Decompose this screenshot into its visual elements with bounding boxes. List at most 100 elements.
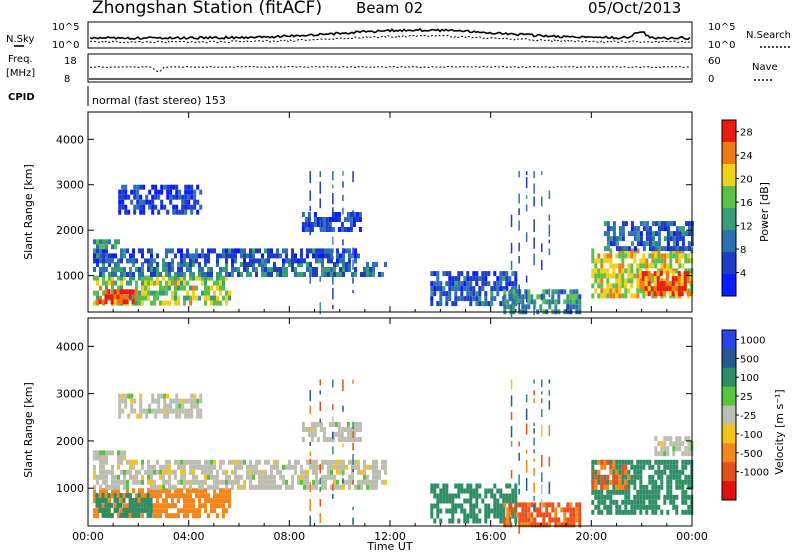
range-gate-cell [536, 522, 540, 528]
range-gate-cell [228, 479, 231, 485]
range-gate-cell [183, 464, 186, 470]
range-gate-cell [123, 248, 126, 254]
range-gate-cell [117, 450, 120, 456]
range-gate-cell [231, 484, 234, 490]
range-gate-cell [261, 272, 264, 277]
range-gate-cell [681, 236, 685, 242]
range-gate-cell [648, 231, 652, 237]
freq-label-line1: Freq. [8, 54, 33, 65]
range-gate-cell [136, 413, 140, 419]
range-gate-cell [569, 294, 573, 300]
range-gate-cell [137, 492, 141, 498]
range-gate-cell [357, 484, 360, 490]
range-gate-cell [648, 464, 652, 470]
range-gate-cell [627, 246, 631, 252]
range-gate-cell [666, 451, 670, 457]
range-gate-cell [107, 502, 111, 508]
range-gate-cell [150, 248, 153, 254]
range-gate-cell [369, 464, 372, 470]
range-gate-cell [672, 464, 676, 470]
range-gate-cell [651, 509, 655, 515]
range-gate-cell [96, 474, 99, 480]
range-gate-cell [533, 449, 535, 454]
range-gate-cell [93, 498, 96, 504]
range-gate-cell [545, 289, 549, 295]
range-gate-cell [148, 189, 152, 195]
range-gate-cell [463, 508, 467, 514]
scatter-region [93, 262, 387, 277]
range-gate-cell [153, 464, 156, 470]
range-gate-cell [645, 268, 649, 274]
range-gate-cell [147, 258, 150, 264]
range-gate-cell [340, 427, 344, 432]
range-gate-cell [332, 416, 334, 424]
range-gate-cell [147, 464, 150, 470]
range-gate-cell [181, 194, 185, 200]
range-gate-cell [493, 281, 497, 287]
range-gate-cell [165, 513, 168, 519]
range-gate-cell [168, 267, 171, 272]
range-gate-cell [146, 512, 150, 518]
range-gate-cell [515, 294, 519, 300]
range-gate-cell [319, 198, 321, 209]
range-gate-cell [180, 464, 183, 470]
range-gate-cell [324, 459, 327, 465]
range-gate-cell [294, 258, 297, 264]
range-gate-cell [332, 304, 334, 310]
range-gate-cell [648, 459, 652, 465]
range-gate-cell [95, 497, 99, 503]
range-gate-cell [606, 246, 610, 252]
range-gate-cell [675, 293, 679, 299]
range-gate-cell [225, 493, 228, 499]
range-gate-cell [180, 253, 183, 259]
range-gate-cell [478, 286, 482, 292]
range-gate-cell [134, 502, 138, 508]
range-gate-cell [99, 253, 102, 259]
range-gate-cell [343, 217, 347, 222]
range-gate-cell [332, 184, 334, 189]
range-gate-cell [436, 301, 440, 307]
vertical-streak [352, 379, 354, 525]
range-gate-cell [633, 293, 637, 299]
range-gate-cell [518, 474, 520, 486]
range-gate-cell [192, 464, 195, 470]
range-gate-cell [186, 280, 189, 286]
range-gate-cell [648, 474, 652, 480]
range-gate-cell [157, 209, 161, 215]
range-gate-cell [645, 494, 649, 500]
range-gate-cell [627, 474, 631, 480]
range-gate-cell [237, 479, 240, 485]
noise-panel: N.Sky 10^5 10^0 10^5 10^0 N.Search [6, 21, 791, 51]
vertical-streak [541, 171, 543, 301]
range-gate-cell [120, 267, 123, 272]
range-gate-cell [119, 289, 123, 295]
range-gate-cell [204, 469, 207, 475]
range-gate-cell [615, 504, 619, 510]
range-gate-cell [261, 479, 264, 485]
range-gate-cell [210, 459, 213, 465]
range-gate-cell [276, 253, 279, 259]
range-gate-cell [633, 504, 637, 510]
range-gate-cell [515, 299, 519, 305]
range-gate-cell [654, 479, 658, 485]
range-gate-cell [207, 275, 210, 281]
range-gate-cell [105, 469, 108, 475]
range-gate-cell [199, 393, 203, 399]
range-gate-cell [136, 194, 140, 200]
range-gate-cell [156, 484, 159, 490]
range-gate-cell [636, 273, 640, 279]
range-gate-cell [612, 226, 616, 232]
range-gate-cell [186, 479, 189, 485]
range-gate-cell [363, 464, 366, 470]
range-gate-cell [606, 293, 610, 299]
range-gate-cell [294, 267, 297, 272]
range-gate-cell [475, 493, 479, 499]
range-gate-cell [578, 517, 582, 523]
range-gate-cell [332, 494, 334, 499]
colorbar-tick-label: -25 [740, 411, 756, 422]
range-gate-cell [237, 474, 240, 480]
range-gate-cell [645, 484, 649, 490]
range-gate-cell [603, 246, 607, 252]
range-gate-cell [660, 509, 664, 515]
range-gate-cell [327, 267, 330, 272]
